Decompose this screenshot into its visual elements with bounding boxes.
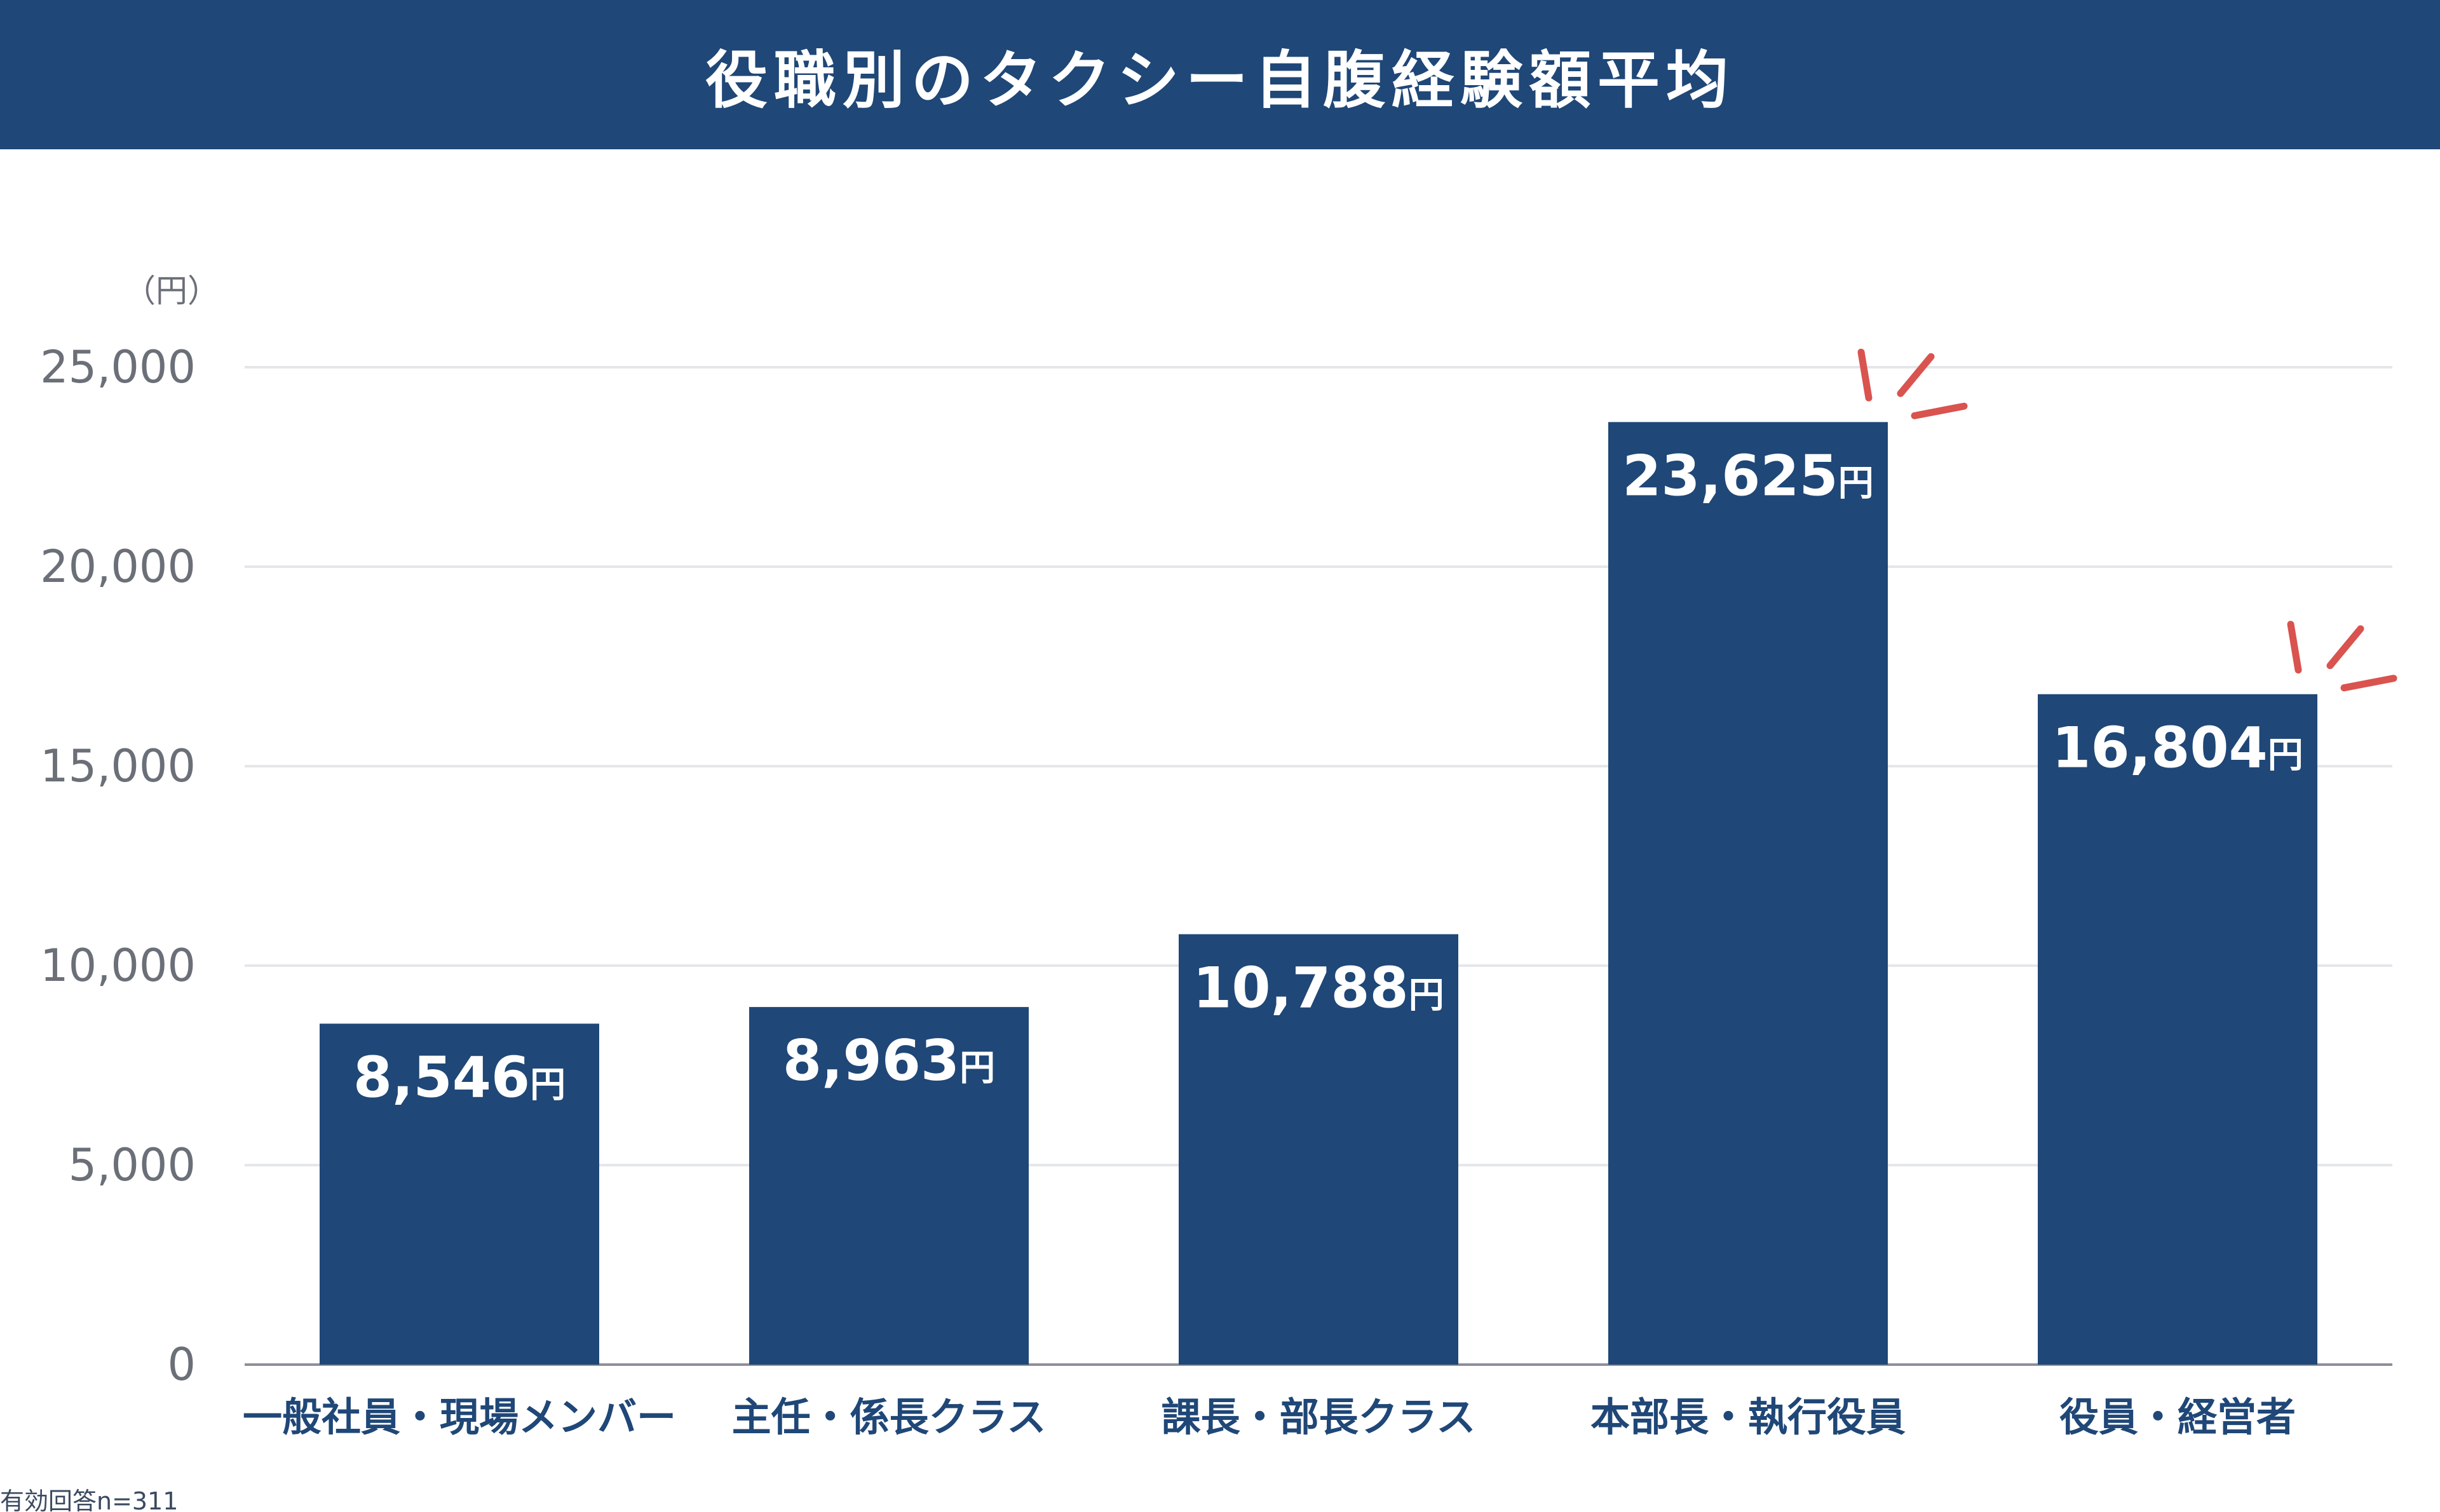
title-bar: 役職別のタクシー自腹経験額平均 — [0, 0, 2440, 149]
bar-value-label: 8,963円 — [783, 1028, 995, 1093]
highlight-mark — [1911, 402, 1968, 419]
highlight-mark — [2326, 625, 2364, 670]
y-tick-label: 25,000 — [40, 341, 196, 393]
y-tick-label: 20,000 — [40, 541, 196, 593]
footnote: 有効回答n=311 — [0, 1487, 179, 1512]
highlight-mark — [2340, 675, 2397, 692]
bar — [1179, 934, 1458, 1365]
y-tick-label: 0 — [167, 1339, 196, 1391]
x-category-label: 役員・経営者 — [2059, 1394, 2296, 1440]
bar-value-label: 23,625円 — [1622, 443, 1874, 508]
x-category-label: 主任・係長クラス — [732, 1394, 1047, 1440]
bar — [2038, 694, 2317, 1365]
highlight-mark — [1897, 353, 1935, 397]
bar — [1608, 422, 1888, 1365]
highlight-mark — [1857, 348, 1873, 402]
y-axis-unit-label: （円） — [124, 273, 219, 309]
bar — [749, 1007, 1029, 1365]
bar — [320, 1023, 599, 1365]
highlight-mark — [2287, 621, 2302, 674]
bar-value-label: 8,546円 — [353, 1044, 566, 1110]
x-category-label: 一般社員・現場メンバー — [243, 1394, 676, 1440]
bar-value-label: 16,804円 — [2052, 715, 2303, 781]
y-tick-label: 5,000 — [69, 1139, 196, 1191]
bar-value-label: 10,788円 — [1193, 955, 1444, 1021]
y-tick-label: 10,000 — [40, 940, 196, 992]
x-category-label: 課長・部長クラス — [1162, 1394, 1476, 1440]
x-category-label: 本部長・執行役員 — [1590, 1394, 1906, 1440]
chart-title: 役職別のタクシー自腹経験額平均 — [705, 44, 1735, 117]
y-tick-label: 15,000 — [40, 740, 196, 792]
